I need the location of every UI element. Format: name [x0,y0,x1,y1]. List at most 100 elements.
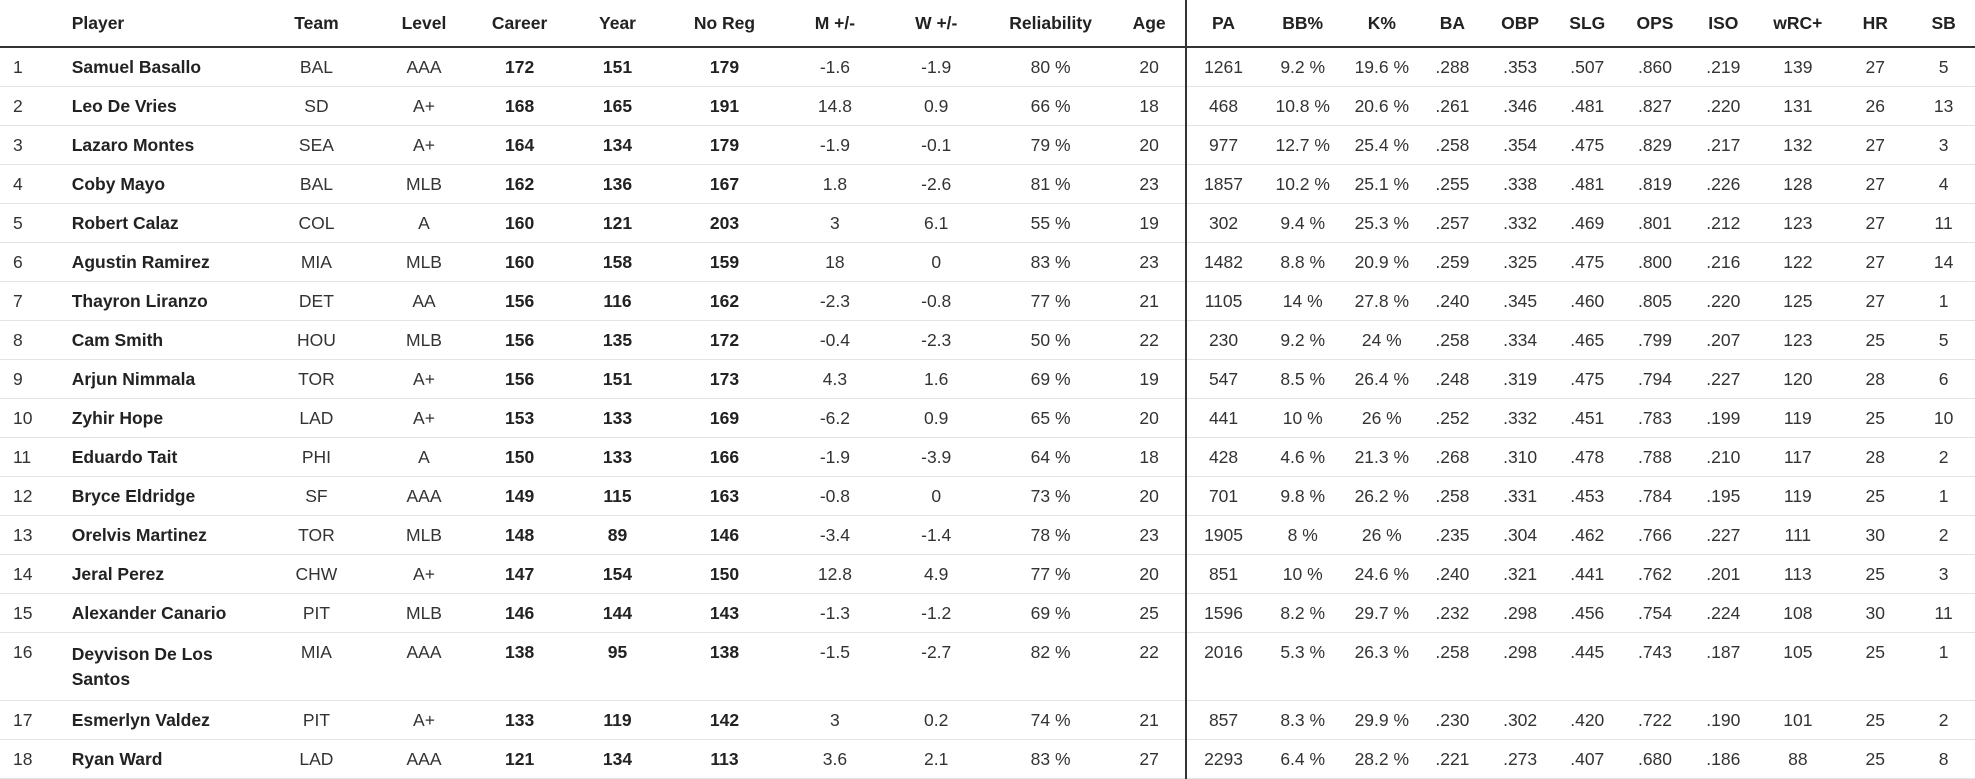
team-cell: SEA [252,125,381,165]
pa-cell: 441 [1185,398,1261,438]
column-header-ops[interactable]: OPS [1620,0,1690,48]
column-header-hr[interactable]: HR [1838,0,1913,48]
player-cell[interactable]: Orelvis Martinez [71,515,253,555]
hr-cell: 25 [1838,700,1913,740]
player-cell[interactable]: Cam Smith [71,320,253,360]
pa-cell: 468 [1185,86,1261,126]
hr-cell: 25 [1838,554,1913,594]
ops-cell: .788 [1620,437,1690,477]
bb-pct-cell: 9.2 % [1260,47,1346,87]
table-row[interactable]: 15 Alexander Canario PIT MLB 146 144 143 -1.3 -1… [0,593,1975,633]
sb-cell: 10 [1912,398,1975,438]
column-header-player[interactable]: Player [71,0,253,48]
table-row[interactable]: 6 Agustin Ramirez MIA MLB 160 158 159 18 0 83 % 23… [0,242,1975,282]
player-cell[interactable]: Robert Calaz [71,203,253,243]
noreg-cell: 169 [663,398,786,438]
noreg-cell: 167 [663,164,786,204]
age-cell: 18 [1113,86,1187,126]
table-row[interactable]: 5 Robert Calaz COL A 160 121 203 3 6.1 55 % 19 302 9… [0,203,1975,243]
player-cell[interactable]: Zyhir Hope [71,398,253,438]
player-cell[interactable]: Alexander Canario [71,593,253,633]
sb-cell: 8 [1912,739,1975,779]
player-cell[interactable]: Agustin Ramirez [71,242,253,282]
table-row[interactable]: 3 Lazaro Montes SEA A+ 164 134 179 -1.9 -0.1 79 %… [0,125,1975,165]
obp-cell: .334 [1486,320,1554,360]
table-row[interactable]: 4 Coby Mayo BAL MLB 162 136 167 1.8 -2.6 81 % 23 18… [0,164,1975,204]
sb-cell: 11 [1912,593,1975,633]
column-header-wrc-plus[interactable]: wRC+ [1757,0,1839,48]
player-cell[interactable]: Lazaro Montes [71,125,253,165]
player-cell[interactable]: Coby Mayo [71,164,253,204]
noreg-cell: 179 [663,125,786,165]
obp-cell: .346 [1486,86,1554,126]
column-header-year[interactable]: Year [571,0,664,48]
column-header-m-plusminus[interactable]: M +/- [785,0,885,48]
w-plusminus-cell: -1.4 [884,515,988,555]
obp-cell: .338 [1486,164,1554,204]
column-header-sb[interactable]: SB [1912,0,1975,48]
table-row[interactable]: 13 Orelvis Martinez TOR MLB 148 89 146 -3.4 -1.4… [0,515,1975,555]
player-cell[interactable]: Ryan Ward [71,739,253,779]
column-header-ba[interactable]: BA [1418,0,1487,48]
table-row[interactable]: 7 Thayron Liranzo DET AA 156 116 162 -2.3 -0.8 77… [0,281,1975,321]
team-cell: PIT [252,593,381,633]
column-header-rank[interactable] [0,0,72,48]
table-row[interactable]: 8 Cam Smith HOU MLB 156 135 172 -0.4 -2.3 50 % 22 2… [0,320,1975,360]
table-row[interactable]: 18 Ryan Ward LAD AAA 121 134 113 3.6 2.1 83 % 27 22… [0,739,1975,779]
player-cell[interactable]: Arjun Nimmala [71,359,253,399]
column-header-noreg[interactable]: No Reg [663,0,786,48]
hr-cell: 27 [1838,242,1913,282]
rank-cell: 14 [0,554,72,594]
table-row[interactable]: 2 Leo De Vries SD A+ 168 165 191 14.8 0.9 66 % 18 4… [0,86,1975,126]
table-row[interactable]: 16 Deyvison De Los Santos MIA AAA 138 95 138 -1… [0,632,1975,701]
m-plusminus-cell: 3.6 [785,739,885,779]
player-cell[interactable]: Bryce Eldridge [71,476,253,516]
column-header-reliability[interactable]: Reliability [988,0,1114,48]
rank-cell: 7 [0,281,72,321]
player-cell[interactable]: Esmerlyn Valdez [71,700,253,740]
player-cell[interactable]: Deyvison De Los Santos [71,632,253,701]
sb-cell: 3 [1912,554,1975,594]
ops-cell: .680 [1620,739,1690,779]
career-cell: 168 [467,86,572,126]
career-cell: 156 [467,320,572,360]
wrc-plus-cell: 105 [1757,632,1839,701]
column-header-bb-pct[interactable]: BB% [1260,0,1346,48]
column-header-career[interactable]: Career [467,0,572,48]
career-cell: 149 [467,476,572,516]
player-cell[interactable]: Samuel Basallo [71,47,253,87]
noreg-cell: 166 [663,437,786,477]
k-pct-cell: 21.3 % [1345,437,1419,477]
table-row[interactable]: 10 Zyhir Hope LAD A+ 153 133 169 -6.2 0.9 65 % 20 4… [0,398,1975,438]
hr-cell: 25 [1838,398,1913,438]
wrc-plus-cell: 122 [1757,242,1839,282]
table-row[interactable]: 11 Eduardo Tait PHI A 150 133 166 -1.9 -3.9 64 % 1… [0,437,1975,477]
table-row[interactable]: 9 Arjun Nimmala TOR A+ 156 151 173 4.3 1.6 69 % 19… [0,359,1975,399]
column-header-iso[interactable]: ISO [1689,0,1758,48]
column-header-level[interactable]: Level [380,0,468,48]
pa-cell: 1105 [1185,281,1261,321]
sb-cell: 1 [1912,476,1975,516]
table-row[interactable]: 14 Jeral Perez CHW A+ 147 154 150 12.8 4.9 77 % 20… [0,554,1975,594]
team-cell: PIT [252,700,381,740]
column-header-team[interactable]: Team [252,0,381,48]
m-plusminus-cell: 3 [785,700,885,740]
column-header-pa[interactable]: PA [1185,0,1261,48]
player-cell[interactable]: Leo De Vries [71,86,253,126]
player-cell[interactable]: Eduardo Tait [71,437,253,477]
column-header-age[interactable]: Age [1113,0,1187,48]
m-plusminus-cell: -2.3 [785,281,885,321]
player-cell[interactable]: Thayron Liranzo [71,281,253,321]
hr-cell: 28 [1838,437,1913,477]
player-cell[interactable]: Jeral Perez [71,554,253,594]
table-row[interactable]: 17 Esmerlyn Valdez PIT A+ 133 119 142 3 0.2 74 % 2… [0,700,1975,740]
w-plusminus-cell: -2.3 [884,320,988,360]
table-row[interactable]: 1 Samuel Basallo BAL AAA 172 151 179 -1.6 -1.9 80… [0,47,1975,87]
column-header-w-plusminus[interactable]: W +/- [884,0,988,48]
column-header-slg[interactable]: SLG [1553,0,1621,48]
table-row[interactable]: 12 Bryce Eldridge SF AAA 149 115 163 -0.8 0 73 % 2… [0,476,1975,516]
column-header-obp[interactable]: OBP [1486,0,1554,48]
ba-cell: .240 [1418,554,1487,594]
age-cell: 25 [1113,593,1187,633]
column-header-k-pct[interactable]: K% [1345,0,1419,48]
